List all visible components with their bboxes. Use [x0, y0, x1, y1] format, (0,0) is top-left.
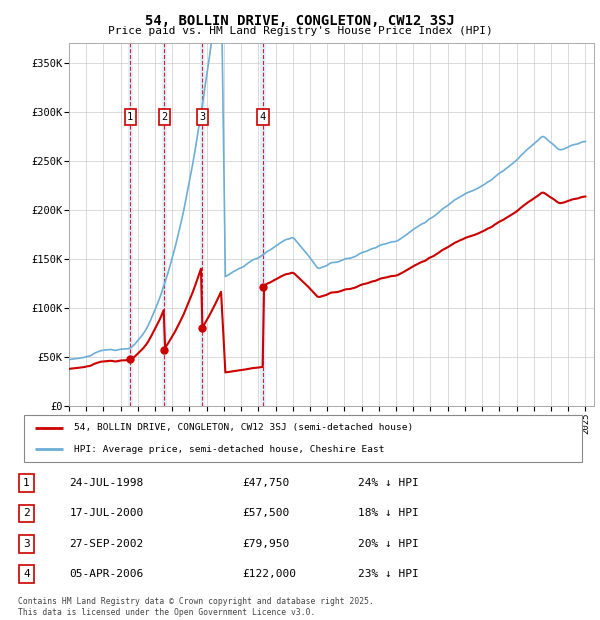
- Text: 4: 4: [260, 112, 266, 122]
- Text: 27-SEP-2002: 27-SEP-2002: [70, 539, 144, 549]
- Text: 2: 2: [161, 112, 167, 122]
- Text: 20% ↓ HPI: 20% ↓ HPI: [358, 539, 418, 549]
- Bar: [128, 43, 133, 406]
- Text: £122,000: £122,000: [242, 569, 296, 579]
- Text: 4: 4: [23, 569, 30, 579]
- Bar: [200, 43, 205, 406]
- Text: 24% ↓ HPI: 24% ↓ HPI: [358, 478, 418, 488]
- Text: 18% ↓ HPI: 18% ↓ HPI: [358, 508, 418, 518]
- Text: 54, BOLLIN DRIVE, CONGLETON, CW12 3SJ (semi-detached house): 54, BOLLIN DRIVE, CONGLETON, CW12 3SJ (s…: [74, 423, 413, 433]
- Text: 1: 1: [127, 112, 133, 122]
- Text: 17-JUL-2000: 17-JUL-2000: [70, 508, 144, 518]
- Bar: [260, 43, 266, 406]
- FancyBboxPatch shape: [24, 415, 582, 462]
- Text: 54, BOLLIN DRIVE, CONGLETON, CW12 3SJ: 54, BOLLIN DRIVE, CONGLETON, CW12 3SJ: [145, 14, 455, 28]
- Text: 23% ↓ HPI: 23% ↓ HPI: [358, 569, 418, 579]
- Text: £57,500: £57,500: [242, 508, 290, 518]
- Text: Price paid vs. HM Land Registry's House Price Index (HPI): Price paid vs. HM Land Registry's House …: [107, 26, 493, 36]
- Text: 05-APR-2006: 05-APR-2006: [70, 569, 144, 579]
- Text: 3: 3: [199, 112, 205, 122]
- Text: HPI: Average price, semi-detached house, Cheshire East: HPI: Average price, semi-detached house,…: [74, 445, 385, 454]
- Text: £79,950: £79,950: [242, 539, 290, 549]
- Text: £47,750: £47,750: [242, 478, 290, 488]
- Text: 3: 3: [23, 539, 30, 549]
- Bar: [161, 43, 167, 406]
- Text: 24-JUL-1998: 24-JUL-1998: [70, 478, 144, 488]
- Text: 2: 2: [23, 508, 30, 518]
- Text: Contains HM Land Registry data © Crown copyright and database right 2025.
This d: Contains HM Land Registry data © Crown c…: [18, 598, 374, 617]
- Text: 1: 1: [23, 478, 30, 488]
